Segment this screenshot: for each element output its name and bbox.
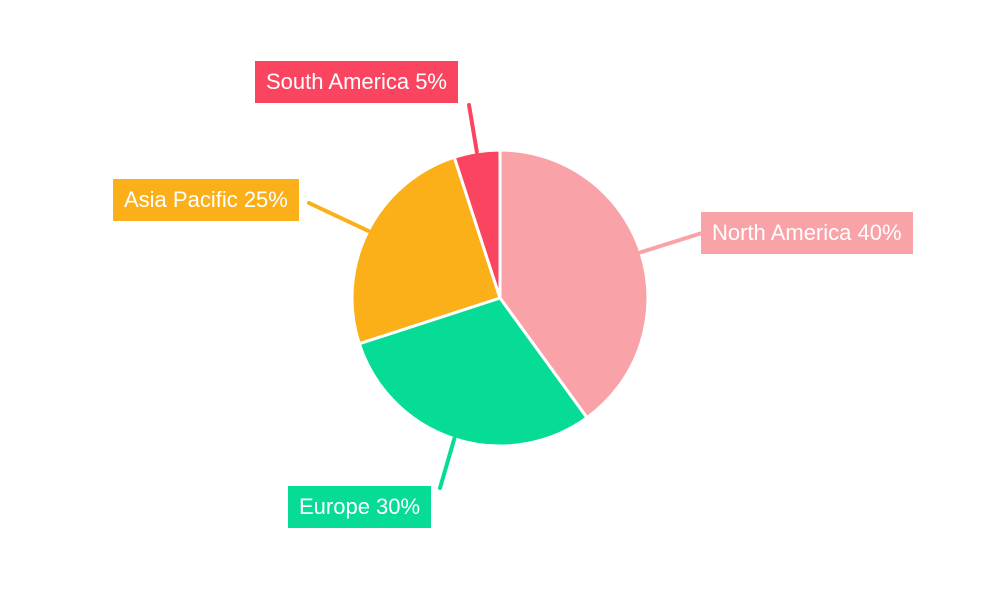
leader-lines-group [307, 103, 704, 490]
pie-label-asia-pacific: Asia Pacific 25% [113, 179, 299, 221]
leader-line-asia-pacific [307, 201, 371, 233]
leader-line-south-america [467, 103, 479, 154]
pie-slices-group [350, 148, 650, 448]
leader-line-north-america [638, 231, 704, 255]
pie-label-europe: Europe 30% [288, 486, 432, 528]
pie-label-north-america: North America 40% [701, 212, 913, 254]
leader-line-europe [438, 436, 457, 490]
pie-label-south-america: South America 5% [255, 61, 458, 103]
